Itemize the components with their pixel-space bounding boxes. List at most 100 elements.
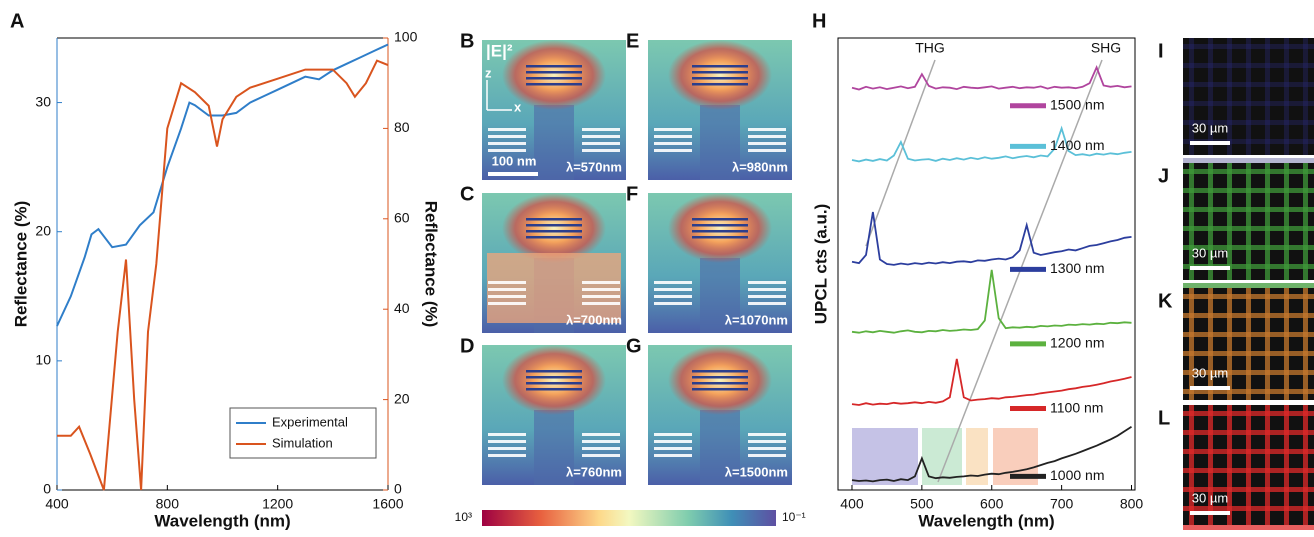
grid-bar	[1246, 163, 1251, 280]
grid-bar	[1265, 288, 1270, 400]
x-tick-label: 500	[910, 496, 934, 512]
hot-spot	[502, 345, 606, 415]
grid-bar	[1246, 288, 1251, 400]
stripe	[748, 142, 786, 145]
scale-bar-label: 100 nm	[492, 153, 537, 168]
grid-bar	[1183, 430, 1314, 435]
grid-bar	[1183, 370, 1314, 375]
grid-bar	[1183, 63, 1314, 68]
grid-bar	[1183, 294, 1314, 299]
x-tick-label: 400	[840, 496, 864, 512]
grid-bar	[1227, 163, 1232, 280]
colorbar-min: 10⁻¹	[782, 510, 806, 524]
axes-box	[837, 37, 1136, 491]
stripe	[526, 224, 582, 227]
grid-bar	[1227, 405, 1232, 525]
wavelength-label: λ=1500nm	[725, 464, 788, 479]
grid-bar	[1183, 82, 1314, 87]
grid-bar	[1246, 405, 1251, 525]
stripe	[748, 128, 786, 131]
y2-tick-label: 0	[394, 481, 402, 497]
grid-bar	[1303, 163, 1308, 280]
panel-letter: I	[1158, 40, 1164, 62]
wavelength-label: λ=700nm	[566, 312, 622, 327]
scale-bar-label: 30 µm	[1192, 490, 1228, 505]
stripe	[692, 83, 748, 86]
scale-bar-label: 30 µm	[1192, 365, 1228, 380]
stripe	[748, 281, 786, 284]
legend-label: 1300 nm	[1050, 260, 1104, 276]
x-tick-label: 800	[1120, 496, 1144, 512]
hot-spot	[668, 193, 772, 263]
stripe	[692, 224, 748, 227]
grid-bar	[1284, 163, 1289, 280]
x-tick-label: 400	[45, 496, 69, 512]
legend-label: 1400 nm	[1050, 137, 1104, 153]
legend-label: 1100 nm	[1050, 399, 1103, 415]
grid-bar	[1183, 313, 1314, 318]
grid-bar	[1183, 188, 1314, 193]
spectrum-line	[851, 358, 1132, 406]
stripe	[582, 128, 620, 131]
grid-bar	[1303, 288, 1308, 400]
spectrum-line	[851, 125, 1132, 163]
grid-bar	[1183, 389, 1314, 394]
scale-bar	[1190, 511, 1230, 515]
y2-tick-label: 40	[394, 300, 410, 316]
grid-bar	[1208, 288, 1213, 400]
stripe	[582, 433, 620, 436]
stripe	[692, 230, 748, 233]
stripe	[692, 370, 748, 373]
legend-label: Experimental	[272, 414, 348, 429]
x-tick-label: 1200	[262, 496, 293, 512]
grid-bar	[1189, 405, 1194, 525]
x-axis-label: Wavelength (nm)	[154, 511, 290, 530]
colorbar-max: 10³	[455, 510, 472, 524]
grid-bar	[1189, 38, 1194, 155]
grid-bar	[1183, 264, 1314, 269]
stripe	[692, 382, 748, 385]
x-tick-label: 700	[1050, 496, 1074, 512]
legend-label: 1000 nm	[1050, 467, 1104, 483]
stripe	[654, 440, 692, 443]
spectrum-line	[851, 425, 1132, 483]
stripe	[654, 433, 692, 436]
stripe	[526, 77, 582, 80]
wavelength-label: λ=1070nm	[725, 312, 788, 327]
panel-letter: C	[460, 183, 474, 205]
stripe	[526, 236, 582, 239]
stripe	[692, 376, 748, 379]
stripe	[748, 433, 786, 436]
spectrum-line	[851, 269, 1132, 334]
annotation: SHG	[1091, 40, 1121, 56]
grid-bar	[1183, 525, 1314, 530]
grid-bar	[1183, 226, 1314, 231]
stripe	[654, 135, 692, 138]
panel-letter: K	[1158, 290, 1173, 312]
stripe	[488, 128, 526, 131]
y-axis-label: UPCL cts (a.u.)	[811, 204, 830, 325]
stripe	[526, 388, 582, 391]
stripe	[582, 447, 620, 450]
stripe	[526, 218, 582, 221]
stripe	[488, 149, 526, 152]
micrograph	[1183, 38, 1314, 155]
stripe	[488, 295, 526, 298]
scale-bar	[1190, 266, 1230, 270]
grid-bar	[1183, 411, 1314, 416]
wavelength-label: λ=980nm	[732, 159, 788, 174]
wavelength-label: λ=760nm	[566, 464, 622, 479]
data-line	[57, 59, 389, 491]
stripe	[748, 135, 786, 138]
grid-bar	[1183, 449, 1314, 454]
panel-letter: J	[1158, 165, 1169, 187]
y2-tick-label: 20	[394, 390, 410, 406]
stripe	[582, 454, 620, 457]
grid-bar	[1265, 38, 1270, 155]
grid-bar	[1265, 163, 1270, 280]
scale-bar-label: 30 µm	[1192, 120, 1228, 135]
colorbar	[482, 510, 776, 526]
band-highlight	[852, 428, 918, 485]
y-tick-label: 30	[35, 93, 51, 109]
